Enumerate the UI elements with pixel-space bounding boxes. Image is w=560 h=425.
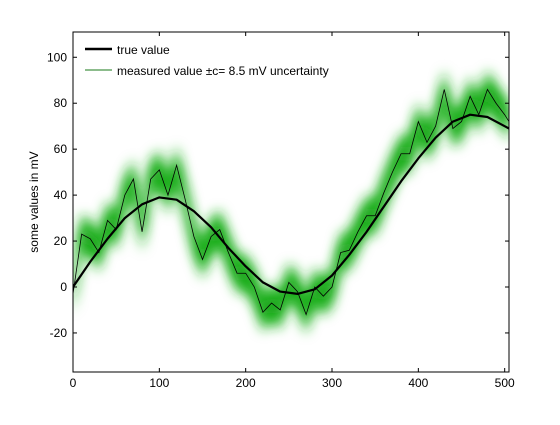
x-axis: 0 100 200 300 400 500	[70, 32, 515, 390]
y-tick-label: -20	[50, 326, 68, 340]
true-value-line	[73, 113, 509, 295]
x-tick-label: 500	[495, 376, 515, 390]
x-tick-label: 300	[322, 376, 342, 390]
x-tick-label: 400	[408, 376, 428, 390]
axes-box	[72, 31, 510, 373]
y-tick-label: 100	[47, 50, 67, 64]
y-axis: -20 0 20 40 60 80 100	[47, 50, 509, 340]
legend: true value measured value ±c= 8.5 mV unc…	[85, 43, 329, 78]
y-tick-label: 0	[60, 280, 67, 294]
uncertainty-band-core	[73, 82, 509, 322]
y-tick-label: 60	[54, 142, 68, 156]
legend-label-measured-value: measured value ±c= 8.5 mV uncertainty	[117, 64, 329, 78]
y-tick-label: 20	[54, 234, 68, 248]
x-tick-label: 100	[149, 376, 169, 390]
legend-label-true-value: true value	[117, 43, 170, 57]
measured-value-line	[73, 88, 509, 316]
y-tick-label: 80	[54, 96, 68, 110]
y-tick-label: 40	[54, 188, 68, 202]
y-axis-label: some values in mV	[27, 151, 41, 252]
x-tick-label: 200	[236, 376, 256, 390]
uncertainty-band	[73, 69, 509, 335]
x-tick-label: 0	[70, 376, 77, 390]
lines-layer	[73, 88, 509, 316]
